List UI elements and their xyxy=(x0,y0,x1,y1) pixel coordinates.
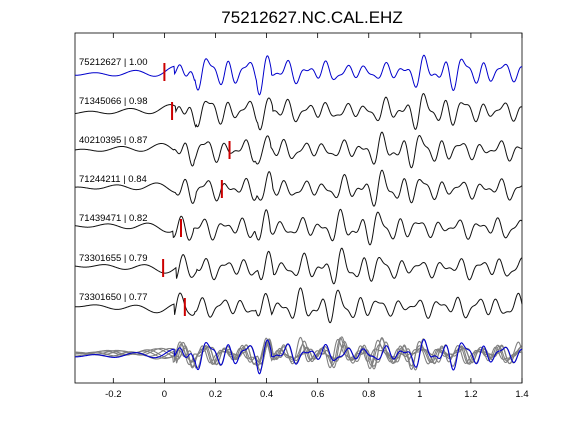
x-tick-label: -0.2 xyxy=(105,389,121,400)
trace-waveform xyxy=(74,92,523,131)
x-tick-label: 0 xyxy=(162,389,167,400)
trace-label: 73301655 | 0.79 xyxy=(79,253,148,264)
overlay-reference-trace xyxy=(74,338,523,375)
chart-title: 75212627.NC.CAL.EHZ xyxy=(221,8,402,27)
trace-waveform xyxy=(74,131,523,169)
trace-label: 75212627 | 1.00 xyxy=(79,57,148,68)
trace-label: 71244211 | 0.84 xyxy=(79,174,147,185)
trace-label: 71439471 | 0.82 xyxy=(79,213,148,224)
x-tick-label: 0.4 xyxy=(260,389,273,400)
x-tick-label: 1.4 xyxy=(515,389,528,400)
trace-waveform xyxy=(74,54,523,96)
x-tick-label: 1.2 xyxy=(464,389,477,400)
x-tick-label: 1 xyxy=(417,389,422,400)
trace-waveform xyxy=(74,247,523,285)
x-tick-label: 0.2 xyxy=(209,389,222,400)
overlay-stack xyxy=(74,336,523,375)
trace-labels: 75212627 | 1.00 71345066 | 0.98 40210395 |… xyxy=(79,57,148,303)
traces-layer xyxy=(74,54,523,324)
trace-label: 40210395 | 0.87 xyxy=(79,135,148,146)
overlay-trace xyxy=(74,337,523,371)
x-tick-label: 0.6 xyxy=(311,389,324,400)
plot-area xyxy=(74,32,523,384)
trace-label: 71345066 | 0.98 xyxy=(79,96,148,107)
trace-label: 73301650 | 0.77 xyxy=(79,292,148,303)
pick-markers xyxy=(162,63,231,316)
x-tick-label: 0.8 xyxy=(362,389,375,400)
x-axis: -0.2 0 0.2 0.4 0.6 0.8 1 1.2 1.4 xyxy=(105,33,529,400)
trace-waveform xyxy=(74,208,523,246)
trace-waveform xyxy=(74,287,523,324)
trace-waveform xyxy=(74,169,523,207)
